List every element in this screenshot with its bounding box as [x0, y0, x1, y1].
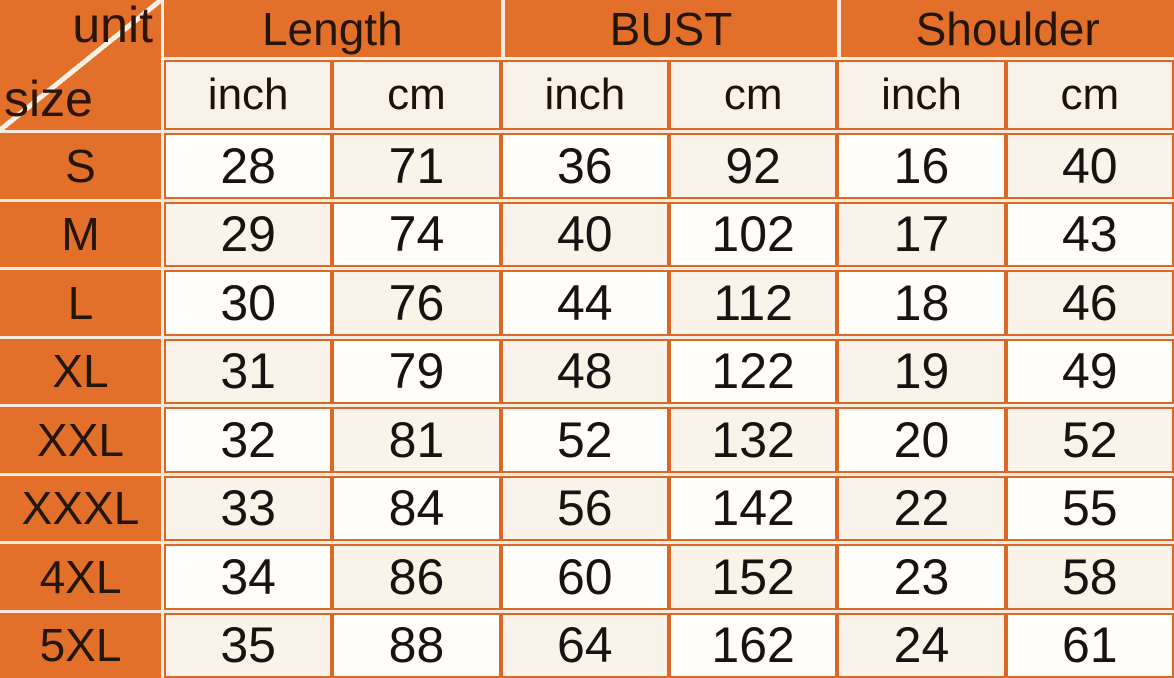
value-cell: 92	[668, 133, 838, 199]
value-cell: 55	[1005, 475, 1174, 541]
value-cell: 17	[837, 201, 1006, 267]
unit-header-length-inch: inch	[164, 60, 333, 130]
value-cell: 61	[1005, 612, 1174, 678]
value-cell: 142	[668, 475, 838, 541]
value-cell: 29	[164, 201, 333, 267]
value-cell: 132	[668, 407, 838, 473]
column-group-header-length: Length	[164, 0, 501, 57]
value-cell: 32	[164, 407, 333, 473]
unit-header-length-cm: cm	[332, 60, 501, 130]
value-cell: 35	[164, 612, 333, 678]
size-label: XXL	[0, 407, 164, 473]
value-cell: 60	[500, 544, 669, 610]
value-cell: 52	[1005, 407, 1174, 473]
unit-header-shoulder-cm: cm	[1005, 60, 1174, 130]
value-cell: 18	[837, 270, 1006, 336]
value-cell: 58	[1005, 544, 1174, 610]
size-label: L	[0, 270, 164, 336]
unit-header-shoulder-inch: inch	[837, 60, 1006, 130]
value-cell: 40	[1005, 133, 1174, 199]
value-cell: 20	[837, 407, 1006, 473]
value-cell: 23	[837, 544, 1006, 610]
unit-header-row: inch cm inch cm inch cm	[0, 60, 1174, 130]
size-label: S	[0, 133, 164, 199]
value-cell: 48	[500, 338, 669, 404]
value-cell: 79	[332, 338, 501, 404]
diagonal-line	[0, 0, 161, 130]
corner-cell: unit size	[0, 0, 164, 130]
value-cell: 84	[332, 475, 501, 541]
value-cell: 162	[668, 612, 838, 678]
value-cell: 24	[837, 612, 1006, 678]
column-group-header-bust: BUST	[500, 0, 838, 57]
table-row: S 28 71 36 92 16 40	[0, 133, 1174, 199]
value-cell: 56	[500, 475, 669, 541]
size-label: 5XL	[0, 612, 164, 678]
value-cell: 34	[164, 544, 333, 610]
value-cell: 43	[1005, 201, 1174, 267]
value-cell: 76	[332, 270, 501, 336]
size-label: M	[0, 201, 164, 267]
value-cell: 28	[164, 133, 333, 199]
table-row: M 29 74 40 102 17 43	[0, 201, 1174, 267]
size-label: XXXL	[0, 475, 164, 541]
value-cell: 64	[500, 612, 669, 678]
size-label: 4XL	[0, 544, 164, 610]
value-cell: 102	[668, 201, 838, 267]
column-group-header-shoulder: Shoulder	[837, 0, 1174, 57]
value-cell: 30	[164, 270, 333, 336]
table-row: 4XL 34 86 60 152 23 58	[0, 544, 1174, 610]
value-cell: 31	[164, 338, 333, 404]
value-cell: 16	[837, 133, 1006, 199]
value-cell: 33	[164, 475, 333, 541]
value-cell: 122	[668, 338, 838, 404]
value-cell: 74	[332, 201, 501, 267]
value-cell: 71	[332, 133, 501, 199]
corner-size-label: size	[4, 71, 93, 127]
value-cell: 86	[332, 544, 501, 610]
value-cell: 19	[837, 338, 1006, 404]
corner-unit-label: unit	[72, 0, 153, 53]
group-header-row: unit size Length BUST Shoulder	[0, 0, 1174, 130]
unit-header-bust-inch: inch	[500, 60, 669, 130]
value-cell: 49	[1005, 338, 1174, 404]
value-cell: 40	[500, 201, 669, 267]
table-row: L 30 76 44 112 18 46	[0, 270, 1174, 336]
value-cell: 88	[332, 612, 501, 678]
value-cell: 22	[837, 475, 1006, 541]
table-row: XL 31 79 48 122 19 49	[0, 338, 1174, 404]
unit-header-bust-cm: cm	[668, 60, 838, 130]
table-row: XXL 32 81 52 132 20 52	[0, 407, 1174, 473]
value-cell: 152	[668, 544, 838, 610]
value-cell: 46	[1005, 270, 1174, 336]
value-cell: 36	[500, 133, 669, 199]
value-cell: 44	[500, 270, 669, 336]
value-cell: 112	[668, 270, 838, 336]
table-row: XXXL 33 84 56 142 22 55	[0, 475, 1174, 541]
table-row: 5XL 35 88 64 162 24 61	[0, 612, 1174, 678]
value-cell: 81	[332, 407, 501, 473]
value-cell: 52	[500, 407, 669, 473]
size-label: XL	[0, 338, 164, 404]
